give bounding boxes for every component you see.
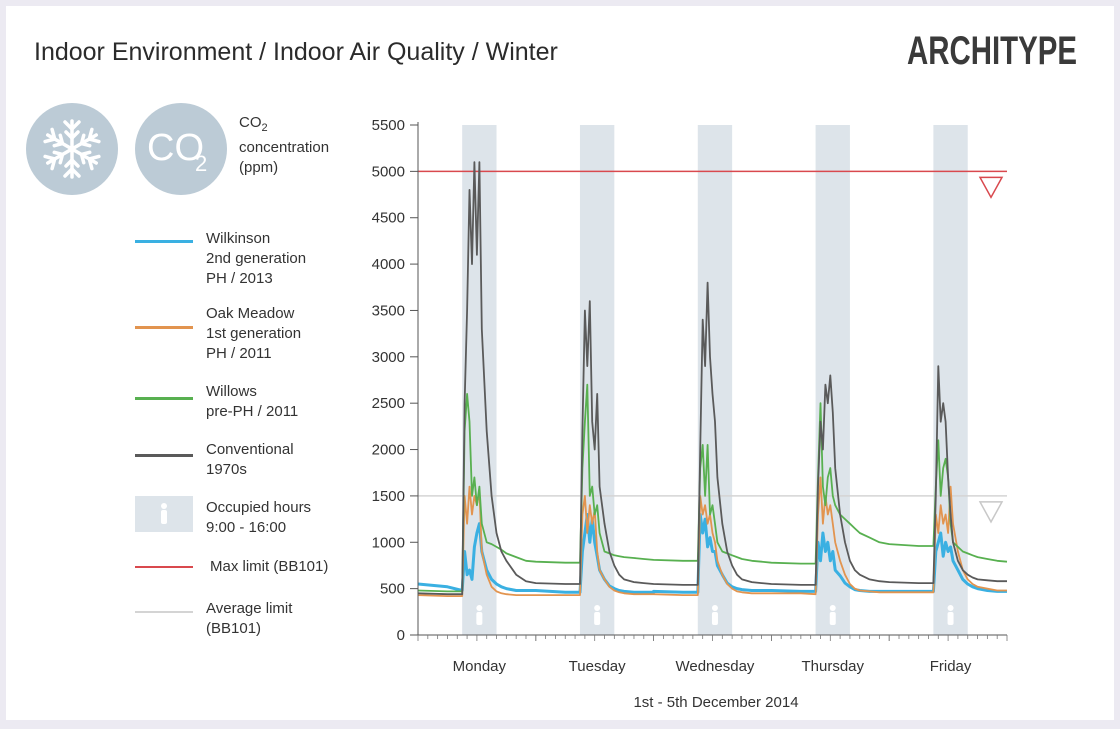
occupant-icon-body (594, 612, 601, 625)
y-tick-label: 0 (397, 627, 405, 644)
occupant-icon-body (947, 612, 954, 625)
co2-badge: CO 2 (135, 103, 227, 195)
day-label: Monday (453, 658, 507, 675)
average-limit-marker (978, 501, 1004, 524)
y-tick-label: 5500 (372, 117, 405, 134)
y-tick-label: 3000 (372, 349, 405, 366)
y-tick-label: 2000 (372, 442, 405, 459)
y-tick-label: 1000 (372, 534, 405, 551)
legend-swatch-average-limit (135, 611, 193, 613)
occupant-icon-body (476, 612, 483, 625)
series-line (417, 161, 1007, 596)
co2-badge-text: CO (147, 127, 204, 169)
occupant-icon-body (711, 612, 718, 625)
occupant-icon (476, 605, 483, 611)
snowflake-icon (42, 119, 102, 179)
page-title: Indoor Environment / Indoor Air Quality … (34, 38, 558, 66)
legend-label-max-limit: Max limit (BB101) (210, 558, 329, 575)
occupant-icon-body (829, 612, 836, 625)
legend-swatch-wilkinson (135, 240, 193, 243)
winter-badge (26, 103, 118, 195)
day-label: Thursday (801, 658, 864, 675)
architype-logo: ARCHITYPE (904, 28, 1080, 73)
y-tick-label: 3500 (372, 302, 405, 319)
legend-label-occupied: Occupied hours 9:00 - 16:00 (206, 499, 312, 536)
occupant-icon (711, 605, 718, 611)
legend-swatch-willows (135, 397, 193, 400)
metric-label: CO2 concentration (ppm) (239, 114, 330, 176)
max-limit-marker (978, 176, 1004, 199)
occupant-icon (594, 605, 601, 611)
occupant-icon (947, 605, 954, 611)
legend-swatch-max-limit (135, 566, 193, 568)
day-label: Friday (930, 658, 972, 675)
legend-label-wilkinson: Wilkinson 2nd generation PH / 2013 (206, 230, 307, 287)
co2-badge-subscript: 2 (195, 151, 208, 176)
y-tick-label: 2500 (372, 395, 405, 412)
legend-label-conventional: Conventional 1970s (206, 441, 294, 478)
legend-swatch-oak-meadow (135, 326, 193, 329)
y-tick-label: 4000 (372, 256, 405, 273)
y-tick-label: 500 (380, 581, 405, 598)
svg-text:ARCHITYPE: ARCHITYPE (907, 29, 1077, 73)
legend-label-average-limit: Average limit (BB101) (206, 600, 293, 637)
x-axis-label: 1st - 5th December 2014 (633, 694, 798, 711)
y-tick-label: 4500 (372, 210, 405, 227)
day-label: Wednesday (675, 658, 754, 675)
series-line (417, 513, 1007, 594)
legend-label-willows: Willows pre-PH / 2011 (206, 383, 299, 420)
legend-swatch-occupied (135, 496, 193, 532)
y-tick-label: 5000 (372, 163, 405, 180)
y-tick-label: 1500 (372, 488, 405, 505)
day-label: Tuesday (569, 658, 626, 675)
legend-label-oak-meadow: Oak Meadow 1st generation PH / 2011 (206, 305, 302, 362)
occupant-icon (829, 605, 836, 611)
legend-swatch-conventional (135, 454, 193, 457)
